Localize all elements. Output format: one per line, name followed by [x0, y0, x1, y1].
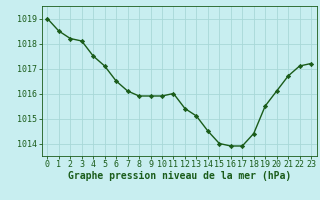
X-axis label: Graphe pression niveau de la mer (hPa): Graphe pression niveau de la mer (hPa)	[68, 171, 291, 181]
